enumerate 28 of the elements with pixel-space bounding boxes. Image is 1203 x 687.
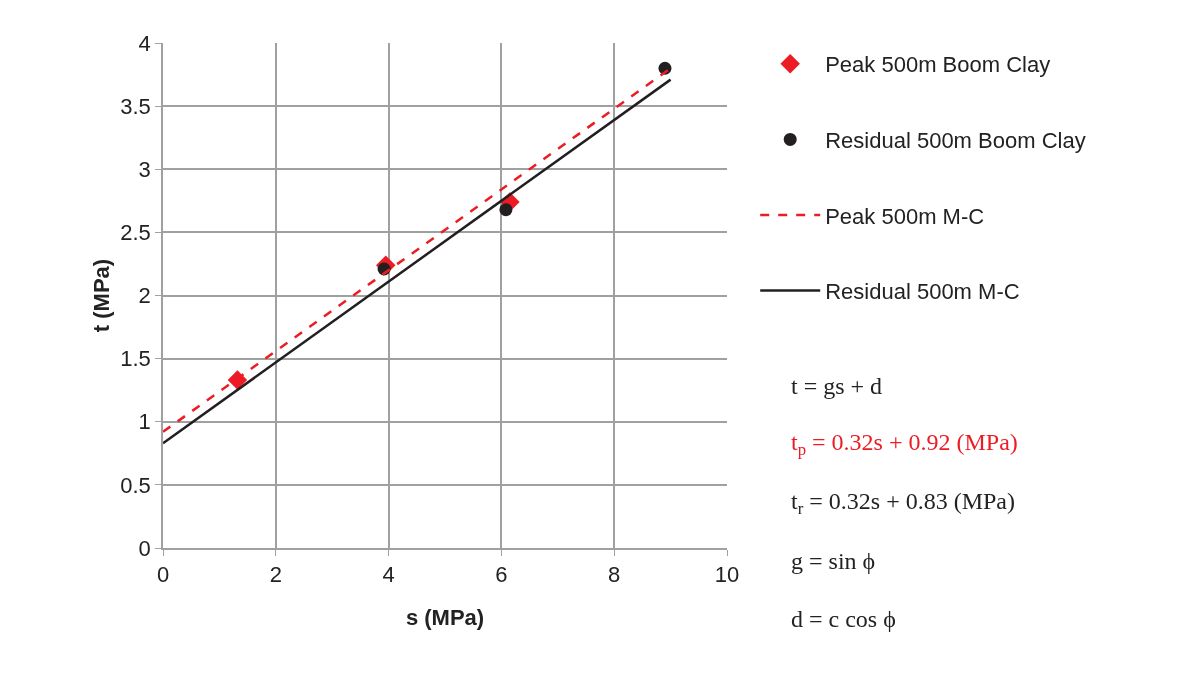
y-tick-label: 3 [138, 156, 151, 182]
text: t = gs + d [791, 373, 883, 399]
x-tick-label: 10 [714, 562, 740, 588]
text: t$_{p}$ = 0.32s + 0.92 (MPa) [791, 429, 1018, 460]
x-tick-label: 4 [382, 562, 395, 588]
y-tick-label: 0 [138, 535, 151, 561]
text: d = c cos ϕ [791, 606, 896, 632]
text: g = sin ϕ [791, 548, 876, 574]
y-tick-label: 3.5 [120, 93, 151, 119]
legend-label: Peak 500m Boom Clay [825, 52, 1051, 78]
y-tick-label: 2.5 [120, 220, 151, 246]
text: t$_{r}$ = 0.32s + 0.83 (MPa) [791, 488, 1015, 519]
point [227, 370, 248, 390]
legend-label: Peak 500m M-C [825, 203, 985, 229]
x-tick-label: 0 [156, 562, 170, 588]
x-axis-title: s (MPa) [405, 604, 485, 630]
x-tick-label: 2 [269, 562, 282, 588]
x-tick-label: 6 [495, 562, 508, 588]
y-tick-label: 1.5 [120, 346, 151, 372]
y-tick-label: 2 [138, 283, 151, 309]
y-axis-title: t (MPa) [88, 258, 114, 333]
legend-label: Residual 500m M-C [825, 279, 1020, 305]
y-tick-label: 4 [138, 30, 151, 56]
y-tick-label: 1 [138, 409, 151, 435]
x-tick-label: 8 [608, 562, 621, 588]
legend-label: Residual 500m Boom Clay [825, 127, 1086, 153]
point [499, 203, 513, 217]
y-tick-label: 0.5 [120, 472, 151, 498]
